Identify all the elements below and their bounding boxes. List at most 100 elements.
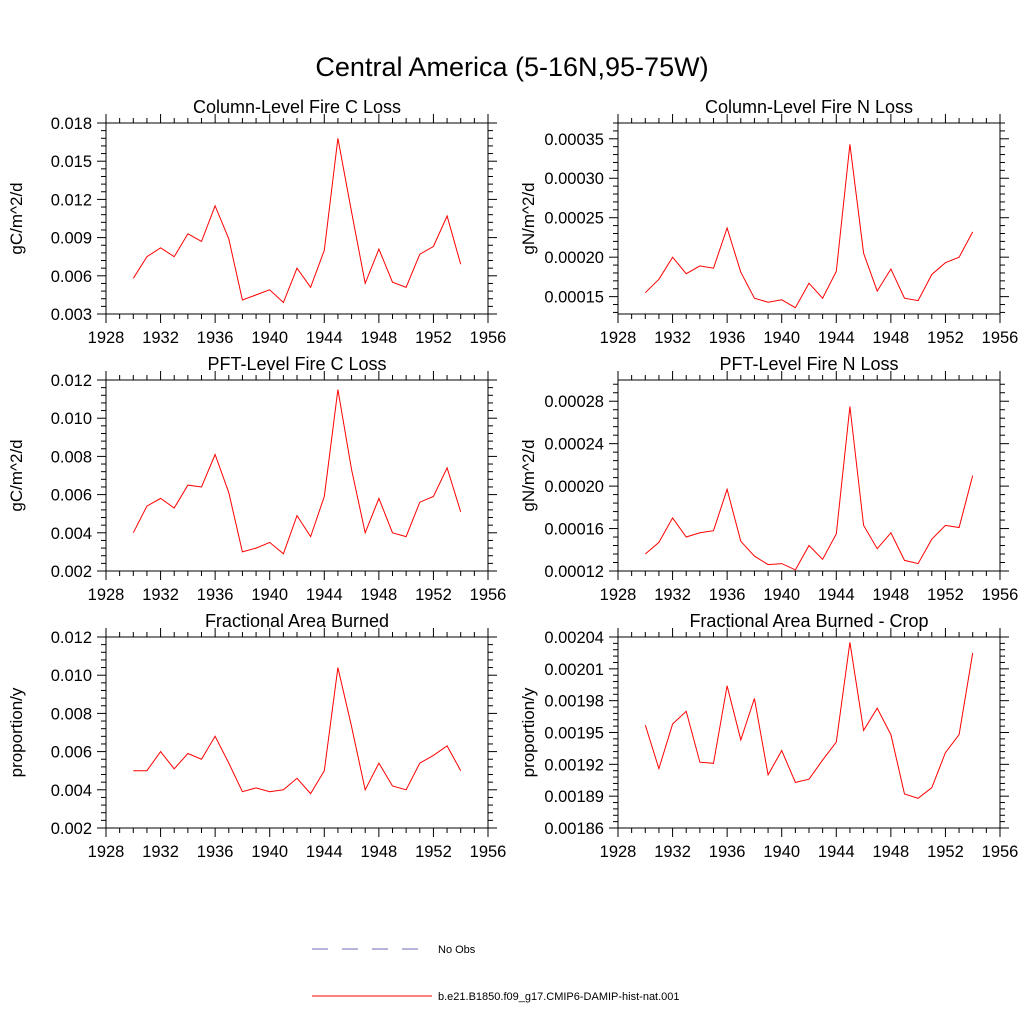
series-line (133, 667, 462, 795)
y-tick-label: 0.00028 (544, 393, 604, 411)
x-tick-label: 1928 (600, 586, 637, 604)
y-tick-label: 0.00201 (544, 661, 604, 679)
x-tick-label: 1956 (470, 329, 507, 347)
x-tick-label: 1928 (600, 843, 637, 861)
x-tick-label: 1932 (654, 843, 691, 861)
y-tick-label: 0.004 (51, 525, 92, 543)
x-tick-label: 1936 (709, 843, 746, 861)
y-axis-label: gC/m^2/d (7, 439, 26, 511)
y-axis-label: gN/m^2/d (519, 182, 538, 254)
x-tick-label: 1956 (470, 843, 507, 861)
x-tick-label: 1952 (415, 843, 452, 861)
series-line (644, 144, 974, 309)
y-tick-label: 0.002 (51, 820, 92, 838)
x-tick-label: 1940 (251, 329, 288, 347)
y-tick-label: 0.00012 (544, 563, 604, 581)
y-tick-label: 0.00024 (544, 436, 604, 454)
series-line (644, 406, 974, 571)
y-tick-label: 0.010 (51, 410, 92, 428)
plot-frame (617, 636, 1001, 829)
x-tick-label: 1948 (360, 843, 397, 861)
x-tick-label: 1928 (88, 329, 125, 347)
y-tick-label: 0.00015 (544, 289, 604, 307)
legend-label: b.e21.B1850.f09_g17.CMIP6-DAMIP-hist-nat… (438, 991, 680, 1003)
x-tick-label: 1936 (197, 843, 234, 861)
x-tick-label: 1944 (306, 843, 343, 861)
x-tick-label: 1944 (306, 329, 343, 347)
y-tick-label: 0.009 (51, 230, 92, 248)
plot-frame (617, 379, 1001, 572)
y-tick-label: 0.00020 (544, 478, 604, 496)
x-tick-label: 1956 (982, 329, 1019, 347)
plot-frame (105, 636, 489, 829)
chart-panel-6: Fractional Area Burned - Crop proportion/… (519, 611, 1018, 861)
legend-entry-1: No Obs (312, 944, 476, 956)
x-tick-label: 1952 (415, 586, 452, 604)
x-tick-label: 1948 (872, 586, 909, 604)
x-tick-label: 1936 (197, 586, 234, 604)
y-tick-label: 0.018 (51, 115, 92, 133)
y-tick-label: 0.00192 (544, 756, 604, 774)
y-tick-label: 0.002 (51, 563, 92, 581)
y-tick-label: 0.00020 (544, 249, 604, 267)
y-tick-label: 0.00016 (544, 521, 604, 539)
y-tick-label: 0.008 (51, 448, 92, 466)
x-tick-label: 1932 (654, 329, 691, 347)
y-axis-label: proportion/y (7, 687, 26, 777)
legend: No Obs b.e21.B1850.f09_g17.CMIP6-DAMIP-hi… (312, 944, 680, 1003)
x-tick-label: 1948 (360, 329, 397, 347)
legend-label: No Obs (438, 944, 476, 956)
x-tick-label: 1956 (470, 586, 507, 604)
y-tick-label: 0.003 (51, 306, 92, 324)
y-tick-label: 0.012 (51, 191, 92, 209)
x-tick-label: 1932 (142, 843, 179, 861)
x-tick-label: 1952 (415, 329, 452, 347)
x-tick-label: 1956 (982, 586, 1019, 604)
y-tick-label: 0.00198 (544, 693, 604, 711)
chart-panel-1: Column-Level Fire C Loss gC/m^2/d 1928 1932… (7, 97, 506, 347)
x-tick-label: 1948 (872, 329, 909, 347)
x-tick-label: 1936 (709, 586, 746, 604)
x-tick-label: 1932 (142, 586, 179, 604)
x-tick-label: 1932 (142, 329, 179, 347)
y-tick-label: 0.006 (51, 487, 92, 505)
x-tick-label: 1940 (251, 843, 288, 861)
y-tick-label: 0.00204 (544, 629, 604, 647)
x-tick-label: 1940 (251, 586, 288, 604)
y-tick-label: 0.015 (51, 153, 92, 171)
x-tick-label: 1936 (197, 329, 234, 347)
plot-frame (105, 379, 489, 572)
chart-panel-3: PFT-Level Fire C Loss gC/m^2/d 1928 1932 193… (7, 354, 506, 604)
panel-title: Fractional Area Burned - Crop (689, 611, 928, 631)
y-tick-label: 0.00025 (544, 210, 604, 228)
y-tick-label: 0.00035 (544, 131, 604, 149)
x-tick-label: 1940 (763, 843, 800, 861)
y-axis-label: proportion/y (519, 687, 538, 777)
y-tick-label: 0.006 (51, 744, 92, 762)
panel-title: PFT-Level Fire C Loss (207, 354, 386, 374)
y-tick-label: 0.00189 (544, 788, 604, 806)
y-tick-label: 0.010 (51, 667, 92, 685)
chart-panel-4: PFT-Level Fire N Loss gN/m^2/d 1928 1932 193… (519, 354, 1018, 604)
x-tick-label: 1940 (763, 586, 800, 604)
series-line (132, 389, 462, 555)
x-tick-label: 1948 (360, 586, 397, 604)
y-axis-label: gN/m^2/d (519, 439, 538, 511)
series-line (132, 138, 462, 304)
panel-title: Column-Level Fire C Loss (193, 97, 401, 117)
figure-title: Central America (5-16N,95-75W) (315, 52, 708, 82)
panel-title: Fractional Area Burned (205, 611, 389, 631)
x-tick-label: 1944 (818, 586, 855, 604)
y-tick-label: 0.012 (51, 372, 92, 390)
x-tick-label: 1948 (872, 843, 909, 861)
chart-panel-5: Fractional Area Burned proportion/y 1928 19… (7, 611, 506, 861)
y-tick-label: 0.00186 (544, 820, 604, 838)
y-tick-label: 0.008 (51, 705, 92, 723)
x-tick-label: 1940 (763, 329, 800, 347)
y-axis-label: gC/m^2/d (7, 182, 26, 254)
x-tick-label: 1928 (600, 329, 637, 347)
x-tick-label: 1928 (88, 586, 125, 604)
x-tick-label: 1944 (818, 843, 855, 861)
x-tick-label: 1956 (982, 843, 1019, 861)
